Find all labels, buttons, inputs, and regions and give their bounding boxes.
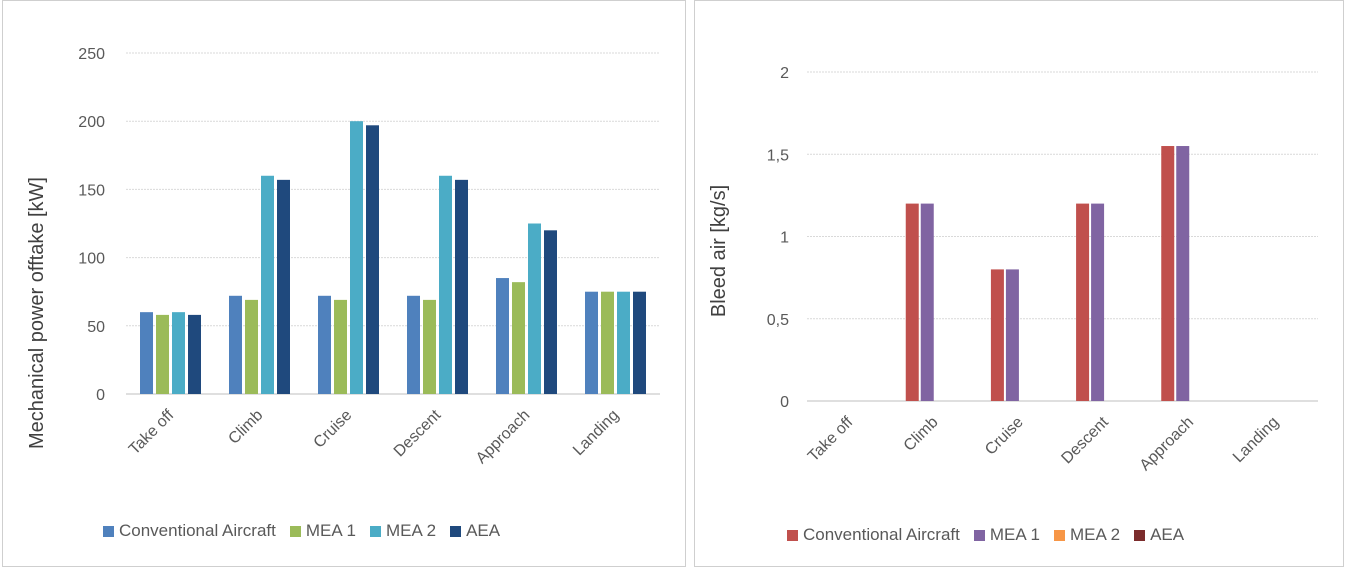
bar <box>990 269 1004 401</box>
y-tick-label: 200 <box>78 114 105 131</box>
bar <box>585 291 598 394</box>
legend-label: MEA 1 <box>305 521 356 540</box>
bar <box>455 179 468 394</box>
legend-swatch <box>289 525 301 537</box>
legend-swatch <box>103 525 114 537</box>
bar <box>261 175 274 394</box>
chart-panel-power-offtake: 0 50 100 150 200 250 Mechanical power offtake … <box>2 0 686 567</box>
legend-swatch <box>1134 529 1146 541</box>
bar <box>544 230 557 394</box>
bar <box>318 295 331 394</box>
bar <box>1076 203 1090 401</box>
legend-item: Conventional Aircraft <box>787 525 960 545</box>
legend-label: Conventional Aircraft <box>119 521 276 540</box>
bar <box>496 278 509 394</box>
bar <box>229 295 242 394</box>
x-tick-label: Descent <box>1058 413 1112 467</box>
x-tick-label: Climb <box>225 407 266 448</box>
y-tick-label: 50 <box>87 319 105 336</box>
legend-item: MEA 1 <box>289 521 356 541</box>
x-tick-label: Landing <box>1230 414 1282 466</box>
x-tick-label: Climb <box>901 414 942 455</box>
bar <box>512 282 525 394</box>
y-tick-label: 2 <box>780 65 789 82</box>
y-tick-label: 1,5 <box>767 147 789 164</box>
x-tick-label: Landing <box>570 407 622 459</box>
y-tick-label: 250 <box>78 46 105 63</box>
legend-swatch <box>450 525 462 537</box>
legend-swatch <box>973 529 985 541</box>
legend-item: MEA 2 <box>369 521 437 541</box>
bar <box>172 312 185 394</box>
chart-power-offtake: 0 50 100 150 200 250 Mechanical power offtake … <box>26 46 660 467</box>
y-axis-label: Bleed air [kg/s] <box>708 185 730 317</box>
bar <box>617 291 630 394</box>
bar <box>156 314 169 394</box>
bar <box>334 299 347 394</box>
legend-label: MEA 2 <box>1069 525 1121 544</box>
legend-power-offtake: Conventional Aircraft MEA 1 MEA 2 AEA <box>103 521 500 541</box>
legend-item: MEA 2 <box>1053 525 1121 545</box>
legend-label: AEA <box>1150 525 1185 544</box>
bar <box>1161 146 1175 401</box>
bar <box>1091 203 1105 401</box>
legend-item: MEA 1 <box>973 525 1040 545</box>
legend-bleed-air: Conventional Aircraft MEA 1 MEA 2 AEA <box>787 525 1184 545</box>
legend-label: MEA 2 <box>385 521 437 540</box>
bar <box>277 179 290 394</box>
y-tick-label: 100 <box>78 251 105 268</box>
bar <box>366 125 379 395</box>
legend-label: Conventional Aircraft <box>803 525 960 544</box>
bar <box>905 203 919 401</box>
bar <box>528 223 541 394</box>
bar <box>350 121 363 394</box>
y-tick-label: 1 <box>780 230 789 247</box>
y-tick-label: 0 <box>780 394 789 411</box>
bar <box>439 175 452 394</box>
bar <box>1176 146 1190 401</box>
legend-item: Conventional Aircraft <box>103 521 276 541</box>
x-tick-label: Approach <box>1137 414 1197 474</box>
legend-item: AEA <box>450 521 500 541</box>
legend-swatch <box>1053 529 1065 541</box>
bar <box>245 299 258 394</box>
x-tick-label: Cruise <box>311 407 356 452</box>
legend-item: AEA <box>1134 525 1184 545</box>
x-tick-label: Cruise <box>982 414 1027 459</box>
x-tick-label: Approach <box>473 407 533 467</box>
chart-bleed-air: 0 0,5 1 1,5 2 Bleed air [kg/s] Take off Climb Cr… <box>708 65 1318 474</box>
bar <box>407 295 420 394</box>
bar <box>423 299 436 394</box>
chart-panel-bleed-air: 0 0,5 1 1,5 2 Bleed air [kg/s] Take off Climb Cr… <box>694 0 1344 567</box>
y-axis-label: Mechanical power offtake [kW] <box>26 177 48 449</box>
y-tick-label: 0,5 <box>767 312 789 329</box>
y-tick-label: 0 <box>96 387 105 404</box>
bar <box>920 203 934 401</box>
legend-label: MEA 1 <box>989 525 1040 544</box>
legend-swatch <box>369 525 381 537</box>
x-tick-label: Descent <box>391 406 445 460</box>
bar <box>1005 269 1019 401</box>
x-tick-label: Take off <box>126 406 178 458</box>
y-tick-label: 150 <box>78 182 105 199</box>
bar <box>633 291 646 394</box>
legend-label: AEA <box>466 521 501 540</box>
bar <box>188 314 201 394</box>
bar <box>140 312 153 394</box>
legend-swatch <box>787 529 798 541</box>
bar <box>601 291 614 394</box>
x-tick-label: Take off <box>805 413 857 465</box>
